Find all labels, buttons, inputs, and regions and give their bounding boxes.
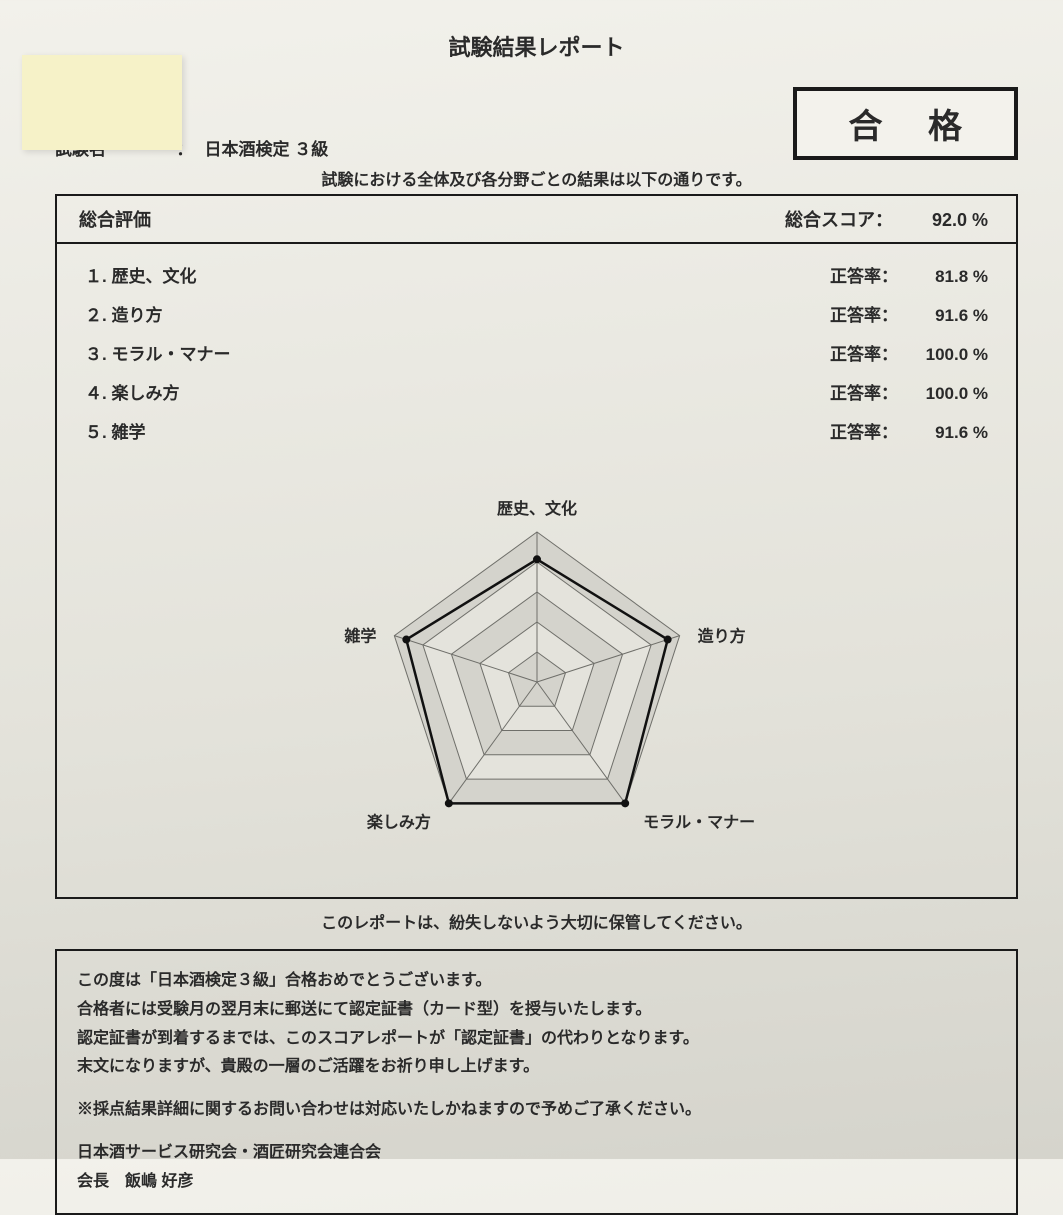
message-line: 合格者には受験月の翌月末に郵送にて認定証書（カード型）を授与いたします。 — [77, 996, 996, 1025]
results-panel: 総合評価 総合スコア： 92.0 % １. 歴史、文化 ２. 造り方 ３. モラル・… — [55, 194, 1018, 899]
category-score-item: 正答率：100.0 % — [830, 379, 988, 404]
svg-text:楽しみ方: 楽しみ方 — [365, 812, 430, 831]
categories-block: １. 歴史、文化 ２. 造り方 ３. モラル・マナー ４. 楽しみ方 ５. 雑学 正答率… — [85, 262, 988, 457]
svg-text:造り方: 造り方 — [697, 627, 745, 646]
category-name-list: １. 歴史、文化 ２. 造り方 ３. モラル・マナー ４. 楽しみ方 ５. 雑学 — [85, 262, 230, 457]
category-score-item: 正答率：91.6 % — [830, 418, 988, 443]
pass-badge: 合 格 — [793, 87, 1018, 160]
summary-score: 総合スコア： 92.0 % — [785, 206, 988, 232]
svg-text:雑学: 雑学 — [343, 627, 376, 646]
summary-score-label: 総合スコア： — [785, 210, 893, 230]
svg-text:モラル・マナー: モラル・マナー — [643, 813, 755, 831]
panel-subtitle: 試験における全体及び各分野ごとの結果は以下の通りです。 — [55, 166, 1018, 190]
summary-score-value: 92.0 % — [898, 210, 988, 231]
category-name-item: ３. モラル・マナー — [85, 340, 230, 365]
category-score-item: 正答率：91.6 % — [830, 301, 988, 326]
message-line: この度は「日本酒検定３級」合格おめでとうございます。 — [77, 967, 996, 996]
category-name-item: ５. 雑学 — [85, 418, 230, 443]
category-name-item: １. 歴史、文化 — [85, 262, 230, 287]
message-panel: この度は「日本酒検定３級」合格おめでとうございます。合格者には受験月の翌月末に郵… — [55, 949, 1018, 1215]
category-name-item: ４. 楽しみ方 — [85, 379, 230, 404]
category-score-list: 正答率：81.8 % 正答率：91.6 % 正答率：100.0 % 正答率：100.0… — [830, 262, 988, 457]
panel-body: １. 歴史、文化 ２. 造り方 ３. モラル・マナー ４. 楽しみ方 ５. 雑学 正答率… — [57, 244, 1016, 897]
category-score-item: 正答率：100.0 % — [830, 340, 988, 365]
category-score-item: 正答率：81.8 % — [830, 262, 988, 287]
radar-chart: 歴史、文化造り方モラル・マナー 楽しみ方 雑学 — [297, 467, 777, 877]
keep-note: このレポートは、紛失しないよう大切に保管してください。 — [55, 909, 1018, 933]
message-sign: 会長 飯嶋 好彦 — [77, 1168, 996, 1197]
svg-text:歴史、文化: 歴史、文化 — [496, 499, 576, 518]
message-line: 認定証書が到着するまでは、このスコアレポートが「認定証書」の代わりとなります。 — [77, 1025, 996, 1054]
page-title: 試験結果レポート — [55, 30, 1018, 62]
message-lines: この度は「日本酒検定３級」合格おめでとうございます。合格者には受験月の翌月末に郵… — [77, 967, 996, 1082]
message-org: 日本酒サービス研究会・酒匠研究会連合会 — [77, 1139, 996, 1168]
message-line: 末文になりますが、貴殿の一層のご活躍をお祈り申し上げます。 — [77, 1053, 996, 1082]
sticky-note-cover — [22, 55, 182, 150]
summary-label: 総合評価 — [79, 206, 151, 232]
exam-name: 日本酒検定 ３級 — [204, 140, 328, 159]
message-note: ※採点結果詳細に関するお問い合わせは対応いたしかねますので予めご了承ください。 — [77, 1096, 996, 1125]
panel-header: 総合評価 総合スコア： 92.0 % — [57, 196, 1016, 244]
category-name-item: ２. 造り方 — [85, 301, 230, 326]
header-row: 試験名 ： 日本酒検定 ３級 合 格 — [55, 87, 1018, 160]
